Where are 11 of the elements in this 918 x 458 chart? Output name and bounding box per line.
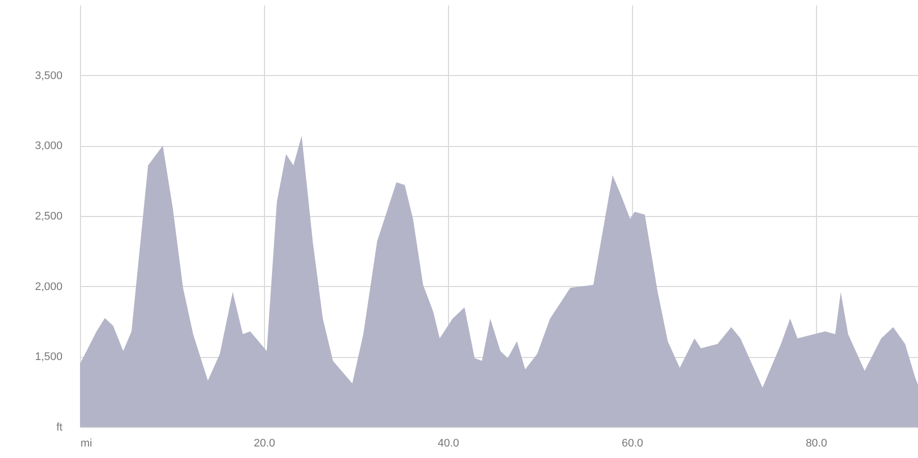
- y-tick-label: 1,500: [34, 351, 62, 364]
- x-tick-label: 20.0: [254, 438, 276, 450]
- x-tick-label: 80.0: [806, 438, 828, 450]
- y-tick-label: 2,000: [34, 280, 62, 293]
- x-tick-label: mi: [80, 438, 92, 450]
- y-tick-label: 3,000: [34, 140, 62, 152]
- x-tick-label: 40.0: [438, 438, 460, 450]
- x-tick-label: 60.0: [622, 438, 644, 450]
- y-tick-label: 2,500: [34, 210, 62, 222]
- y-tick-label: ft: [56, 422, 62, 434]
- y-tick-label: 3,500: [34, 70, 62, 82]
